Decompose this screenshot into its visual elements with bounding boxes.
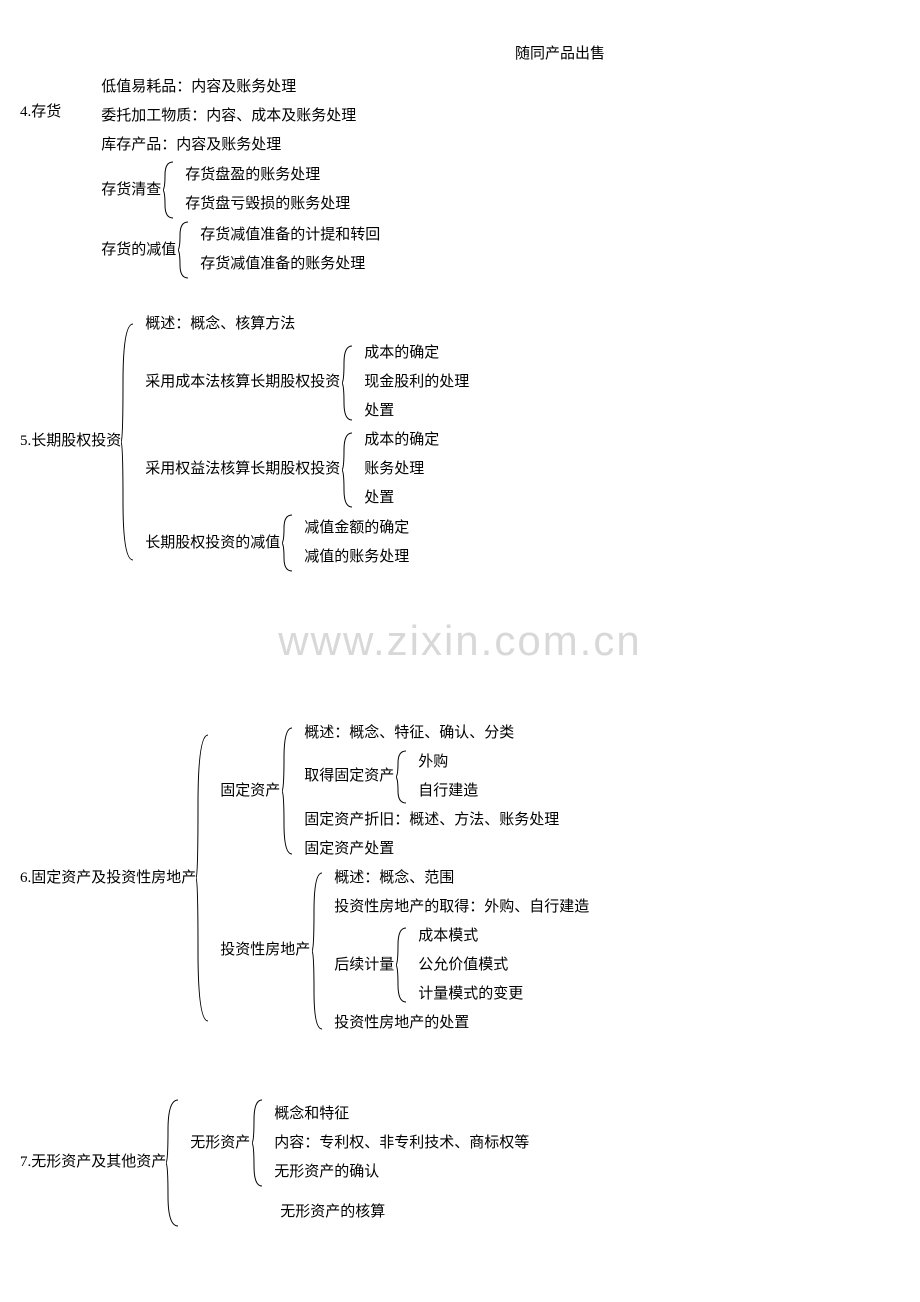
sec7-intangible: 无形资产 概念和特征 内容：专利权、非专利技术、商标权等 无形资产的确认 — [190, 1098, 529, 1188]
sec6-fixed-disposal: 固定资产处置 — [304, 835, 559, 864]
brace-icon — [342, 431, 354, 509]
brace-icon — [166, 1098, 180, 1228]
sec5-impair-0: 减值金额的确定 — [304, 514, 409, 543]
brace-icon — [396, 926, 408, 1004]
sec4-inv-impair: 存货的减值 存货减值准备的计提和转回 存货减值准备的账务处理 — [101, 220, 380, 280]
brace-icon — [282, 726, 294, 856]
sec7-int-0: 概念和特征 — [274, 1100, 529, 1129]
section-5: 5.长期股权投资 概述：概念、核算方法 采用成本法核算长期股权投资 成本的确定 … — [20, 310, 900, 573]
section-7: 7.无形资产及其他资产 无形资产 概念和特征 内容：专利权、非专利技术、商标权等… — [20, 1098, 900, 1228]
sec5-cost-method: 采用成本法核算长期股权投资 成本的确定 现金股利的处理 处置 — [145, 339, 469, 426]
brace-icon — [252, 1098, 264, 1188]
sec6-fixed: 固定资产 概述：概念、特征、确认、分类 取得固定资产 外购 自行建造 固定资产折… — [220, 719, 589, 864]
sec5-equity-label: 采用权益法核算长期股权投资 — [145, 456, 342, 483]
sec6-fixed-dep: 固定资产折旧：概述、方法、账务处理 — [304, 806, 559, 835]
sec4-inv-check-label: 存货清查 — [101, 177, 163, 204]
sec5-equity-2: 处置 — [364, 484, 439, 513]
sec4-inv-impair-label: 存货的减值 — [101, 237, 178, 264]
sec5-cost-1: 现金股利的处理 — [364, 368, 469, 397]
sec5-impair: 长期股权投资的减值 减值金额的确定 减值的账务处理 — [145, 513, 469, 573]
sec6-title: 6.固定资产及投资性房地产 — [20, 865, 196, 892]
sec5-equity-1: 账务处理 — [364, 455, 439, 484]
brace-icon — [312, 871, 324, 1031]
sec6-fixed-label: 固定资产 — [220, 778, 282, 805]
sec5-title: 5.长期股权投资 — [20, 428, 121, 455]
sec5-cost-0: 成本的确定 — [364, 339, 469, 368]
sec4-inv-check-1: 存货盘亏毁损的账务处理 — [185, 190, 350, 219]
sec5-cost-label: 采用成本法核算长期股权投资 — [145, 369, 342, 396]
sec4-item-1: 委托加工物质：内容、成本及账务处理 — [101, 102, 380, 131]
sec4-inv-check: 存货清查 存货盘盈的账务处理 存货盘亏毁损的账务处理 — [101, 160, 380, 220]
sec5-equity-0: 成本的确定 — [364, 426, 439, 455]
sec6-ire-subseq-2: 计量模式的变更 — [418, 980, 523, 1009]
sec4-title: 4.存货 — [20, 99, 61, 126]
sec6-ire-disposal: 投资性房地产的处置 — [334, 1009, 589, 1038]
brace-icon — [282, 513, 294, 573]
sec5-cost-2: 处置 — [364, 397, 469, 426]
brace-icon — [396, 749, 408, 805]
sec6-ire: 投资性房地产 概述：概念、范围 投资性房地产的取得：外购、自行建造 后续计量 成… — [220, 864, 589, 1038]
sec4-item-2: 库存产品：内容及账务处理 — [101, 131, 380, 160]
sec7-int-2: 无形资产的确认 — [274, 1158, 529, 1187]
sec7-int-extra: 无形资产的核算 — [280, 1198, 529, 1227]
brace-icon — [163, 160, 175, 220]
sec6-ire-subseq-0: 成本模式 — [418, 922, 523, 951]
sec5-overview: 概述：概念、核算方法 — [145, 310, 469, 339]
sec6-ire-label: 投资性房地产 — [220, 937, 312, 964]
sec5-equity-method: 采用权益法核算长期股权投资 成本的确定 账务处理 处置 — [145, 426, 469, 513]
sec6-ire-subseq-label: 后续计量 — [334, 952, 396, 979]
sec6-ire-acquire: 投资性房地产的取得：外购、自行建造 — [334, 893, 589, 922]
sec6-fixed-acquire-0: 外购 — [418, 748, 478, 777]
brace-icon — [196, 733, 210, 1023]
sec7-int-1: 内容：专利权、非专利技术、商标权等 — [274, 1129, 529, 1158]
sec6-ire-subseq-1: 公允价值模式 — [418, 951, 523, 980]
sec4-inv-impair-1: 存货减值准备的账务处理 — [200, 250, 380, 279]
brace-icon — [178, 220, 190, 280]
brace-icon — [342, 344, 354, 422]
sec6-fixed-acquire-1: 自行建造 — [418, 777, 478, 806]
sec4-inv-check-0: 存货盘盈的账务处理 — [185, 161, 350, 190]
sec7-title: 7.无形资产及其他资产 — [20, 1149, 166, 1176]
sec6-fixed-acquire: 取得固定资产 外购 自行建造 — [304, 748, 559, 806]
sec4-top-line: 随同产品出售 — [220, 40, 900, 69]
section-6: 6.固定资产及投资性房地产 固定资产 概述：概念、特征、确认、分类 取得固定资产… — [20, 719, 900, 1038]
sec6-ire-overview: 概述：概念、范围 — [334, 864, 589, 893]
sec6-fixed-acquire-label: 取得固定资产 — [304, 763, 396, 790]
sec7-intangible-label: 无形资产 — [190, 1130, 252, 1157]
sec4-inv-impair-0: 存货减值准备的计提和转回 — [200, 221, 380, 250]
sec5-impair-label: 长期股权投资的减值 — [145, 530, 282, 557]
sec6-ire-subseq: 后续计量 成本模式 公允价值模式 计量模式的变更 — [334, 922, 589, 1009]
sec5-impair-1: 减值的账务处理 — [304, 543, 409, 572]
sec4-item-0: 低值易耗品：内容及账务处理 — [101, 73, 380, 102]
brace-icon — [121, 322, 135, 562]
sec6-fixed-overview: 概述：概念、特征、确认、分类 — [304, 719, 559, 748]
section-4: 4.存货 低值易耗品：内容及账务处理 委托加工物质：内容、成本及账务处理 库存产… — [20, 73, 900, 280]
watermark: www.zixin.com.cn — [20, 603, 900, 679]
